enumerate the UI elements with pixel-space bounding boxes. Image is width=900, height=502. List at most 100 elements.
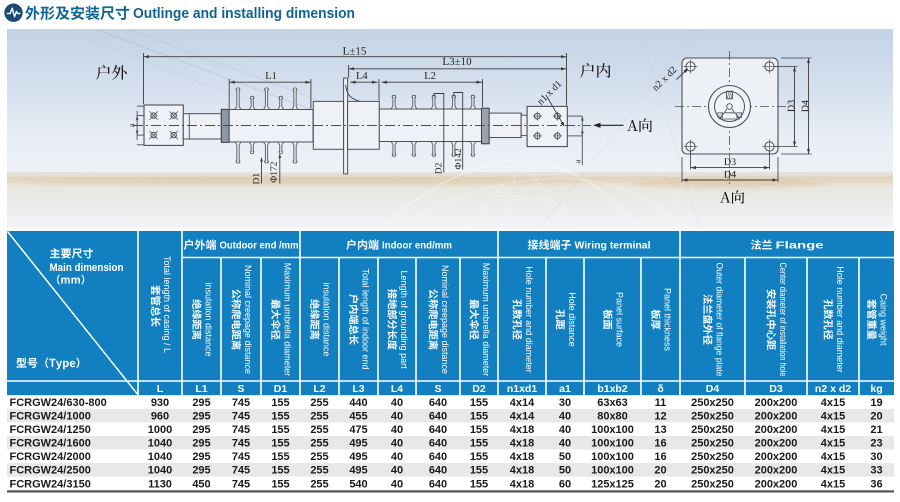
svg-text:295: 295 bbox=[192, 424, 210, 436]
svg-text:640: 640 bbox=[429, 478, 447, 490]
svg-text:30: 30 bbox=[559, 397, 571, 409]
svg-text:a1: a1 bbox=[559, 383, 571, 395]
svg-text:455: 455 bbox=[349, 410, 367, 422]
svg-text:200x200: 200x200 bbox=[755, 451, 798, 463]
svg-text:40: 40 bbox=[391, 410, 403, 422]
svg-text:100x100: 100x100 bbox=[591, 451, 634, 463]
svg-text:495: 495 bbox=[349, 438, 367, 450]
svg-text:4x15: 4x15 bbox=[821, 424, 845, 436]
svg-text:100x100: 100x100 bbox=[591, 424, 634, 436]
svg-text:23: 23 bbox=[870, 438, 882, 450]
svg-text:13: 13 bbox=[654, 424, 666, 436]
svg-text:40: 40 bbox=[391, 424, 403, 436]
svg-text:L: L bbox=[157, 383, 164, 395]
svg-text:930: 930 bbox=[151, 397, 169, 409]
svg-text:295: 295 bbox=[192, 397, 210, 409]
svg-text:4x15: 4x15 bbox=[821, 451, 845, 463]
svg-text:155: 155 bbox=[271, 438, 289, 450]
svg-text:12: 12 bbox=[654, 410, 666, 422]
svg-text:D1: D1 bbox=[274, 383, 288, 395]
svg-text:250x250: 250x250 bbox=[691, 397, 734, 409]
svg-text:40: 40 bbox=[559, 424, 571, 436]
svg-text:insulation distance: insulation distance bbox=[203, 283, 213, 357]
svg-text:D2: D2 bbox=[472, 383, 486, 395]
svg-text:155: 155 bbox=[271, 451, 289, 463]
svg-text:745: 745 bbox=[232, 424, 250, 436]
svg-text:155: 155 bbox=[271, 410, 289, 422]
svg-text:Flange: Flange bbox=[776, 240, 824, 252]
svg-text:S: S bbox=[237, 383, 244, 395]
svg-text:FCRGW24/2500: FCRGW24/2500 bbox=[10, 465, 91, 477]
svg-text:255: 255 bbox=[310, 410, 328, 422]
svg-text:D4: D4 bbox=[706, 383, 720, 395]
svg-text:40: 40 bbox=[391, 438, 403, 450]
svg-text:4x18: 4x18 bbox=[510, 451, 534, 463]
svg-text:36: 36 bbox=[870, 478, 882, 490]
svg-text:295: 295 bbox=[192, 451, 210, 463]
svg-text:L2: L2 bbox=[313, 383, 325, 395]
svg-text:1040: 1040 bbox=[148, 465, 172, 477]
svg-text:960: 960 bbox=[151, 410, 169, 422]
svg-text:21: 21 bbox=[870, 424, 882, 436]
svg-text:FCRGW24/630-800: FCRGW24/630-800 bbox=[10, 397, 107, 409]
svg-text:FCRGW24/1600: FCRGW24/1600 bbox=[10, 438, 91, 450]
svg-text:4x18: 4x18 bbox=[510, 465, 534, 477]
svg-text:20: 20 bbox=[654, 478, 666, 490]
svg-text:640: 640 bbox=[429, 410, 447, 422]
svg-text:1040: 1040 bbox=[148, 451, 172, 463]
svg-text:450: 450 bbox=[192, 478, 210, 490]
svg-text:200x200: 200x200 bbox=[755, 478, 798, 490]
svg-text:250x250: 250x250 bbox=[691, 424, 734, 436]
svg-text:40: 40 bbox=[391, 465, 403, 477]
svg-text:4x14: 4x14 bbox=[510, 397, 535, 409]
svg-text:40: 40 bbox=[559, 410, 571, 422]
svg-text:200x200: 200x200 bbox=[755, 438, 798, 450]
svg-text:4x18: 4x18 bbox=[510, 438, 534, 450]
svg-text:200x200: 200x200 bbox=[755, 410, 798, 422]
svg-text:Hole number and diameter: Hole number and diameter bbox=[835, 266, 845, 373]
svg-text:δ: δ bbox=[657, 383, 663, 395]
svg-text:n1xd1: n1xd1 bbox=[507, 383, 538, 395]
svg-text:Total length of casing / L: Total length of casing / L bbox=[162, 256, 172, 353]
svg-text:745: 745 bbox=[232, 410, 250, 422]
svg-text:n2 x d2: n2 x d2 bbox=[815, 383, 851, 395]
svg-text:Indoor end/mm: Indoor end/mm bbox=[382, 240, 452, 252]
svg-text:255: 255 bbox=[310, 438, 328, 450]
svg-text:4x15: 4x15 bbox=[821, 438, 845, 450]
svg-text:250x250: 250x250 bbox=[691, 478, 734, 490]
svg-text:745: 745 bbox=[232, 478, 250, 490]
svg-text:kg: kg bbox=[870, 383, 882, 395]
svg-text:295: 295 bbox=[192, 465, 210, 477]
svg-text:155: 155 bbox=[470, 451, 488, 463]
svg-text:16: 16 bbox=[654, 451, 666, 463]
svg-text:255: 255 bbox=[310, 397, 328, 409]
svg-text:Total length of indoor end: Total length of indoor end bbox=[360, 269, 370, 370]
svg-text:255: 255 bbox=[310, 424, 328, 436]
svg-text:155: 155 bbox=[470, 478, 488, 490]
svg-text:30: 30 bbox=[870, 451, 882, 463]
svg-text:Panel surface: Panel surface bbox=[614, 292, 624, 347]
svg-text:Nominal creepage distance: Nominal creepage distance bbox=[440, 265, 450, 374]
svg-text:Caing weight: Caing weight bbox=[878, 294, 888, 347]
svg-text:4x18: 4x18 bbox=[510, 478, 534, 490]
svg-text:200x200: 200x200 bbox=[755, 397, 798, 409]
svg-text:60: 60 bbox=[559, 478, 571, 490]
svg-text:FCRGW24/2000: FCRGW24/2000 bbox=[10, 451, 91, 463]
svg-text:250x250: 250x250 bbox=[691, 451, 734, 463]
svg-text:745: 745 bbox=[232, 451, 250, 463]
svg-text:L1: L1 bbox=[195, 383, 207, 395]
svg-text:Outlinge and installing dimens: Outlinge and installing dimension bbox=[133, 6, 355, 22]
svg-text:20: 20 bbox=[870, 410, 882, 422]
svg-text:S: S bbox=[434, 383, 441, 395]
svg-text:16: 16 bbox=[654, 438, 666, 450]
svg-text:40: 40 bbox=[391, 478, 403, 490]
svg-text:745: 745 bbox=[232, 465, 250, 477]
svg-text:Hole number and diameter: Hole number and diameter bbox=[524, 266, 534, 373]
svg-text:640: 640 bbox=[429, 424, 447, 436]
svg-text:b1xb2: b1xb2 bbox=[597, 383, 628, 395]
svg-text:Panel thickness: Panel thickness bbox=[662, 288, 672, 352]
svg-text:495: 495 bbox=[349, 451, 367, 463]
svg-text:1130: 1130 bbox=[148, 478, 172, 490]
svg-text:40: 40 bbox=[391, 397, 403, 409]
svg-text:200x200: 200x200 bbox=[755, 424, 798, 436]
